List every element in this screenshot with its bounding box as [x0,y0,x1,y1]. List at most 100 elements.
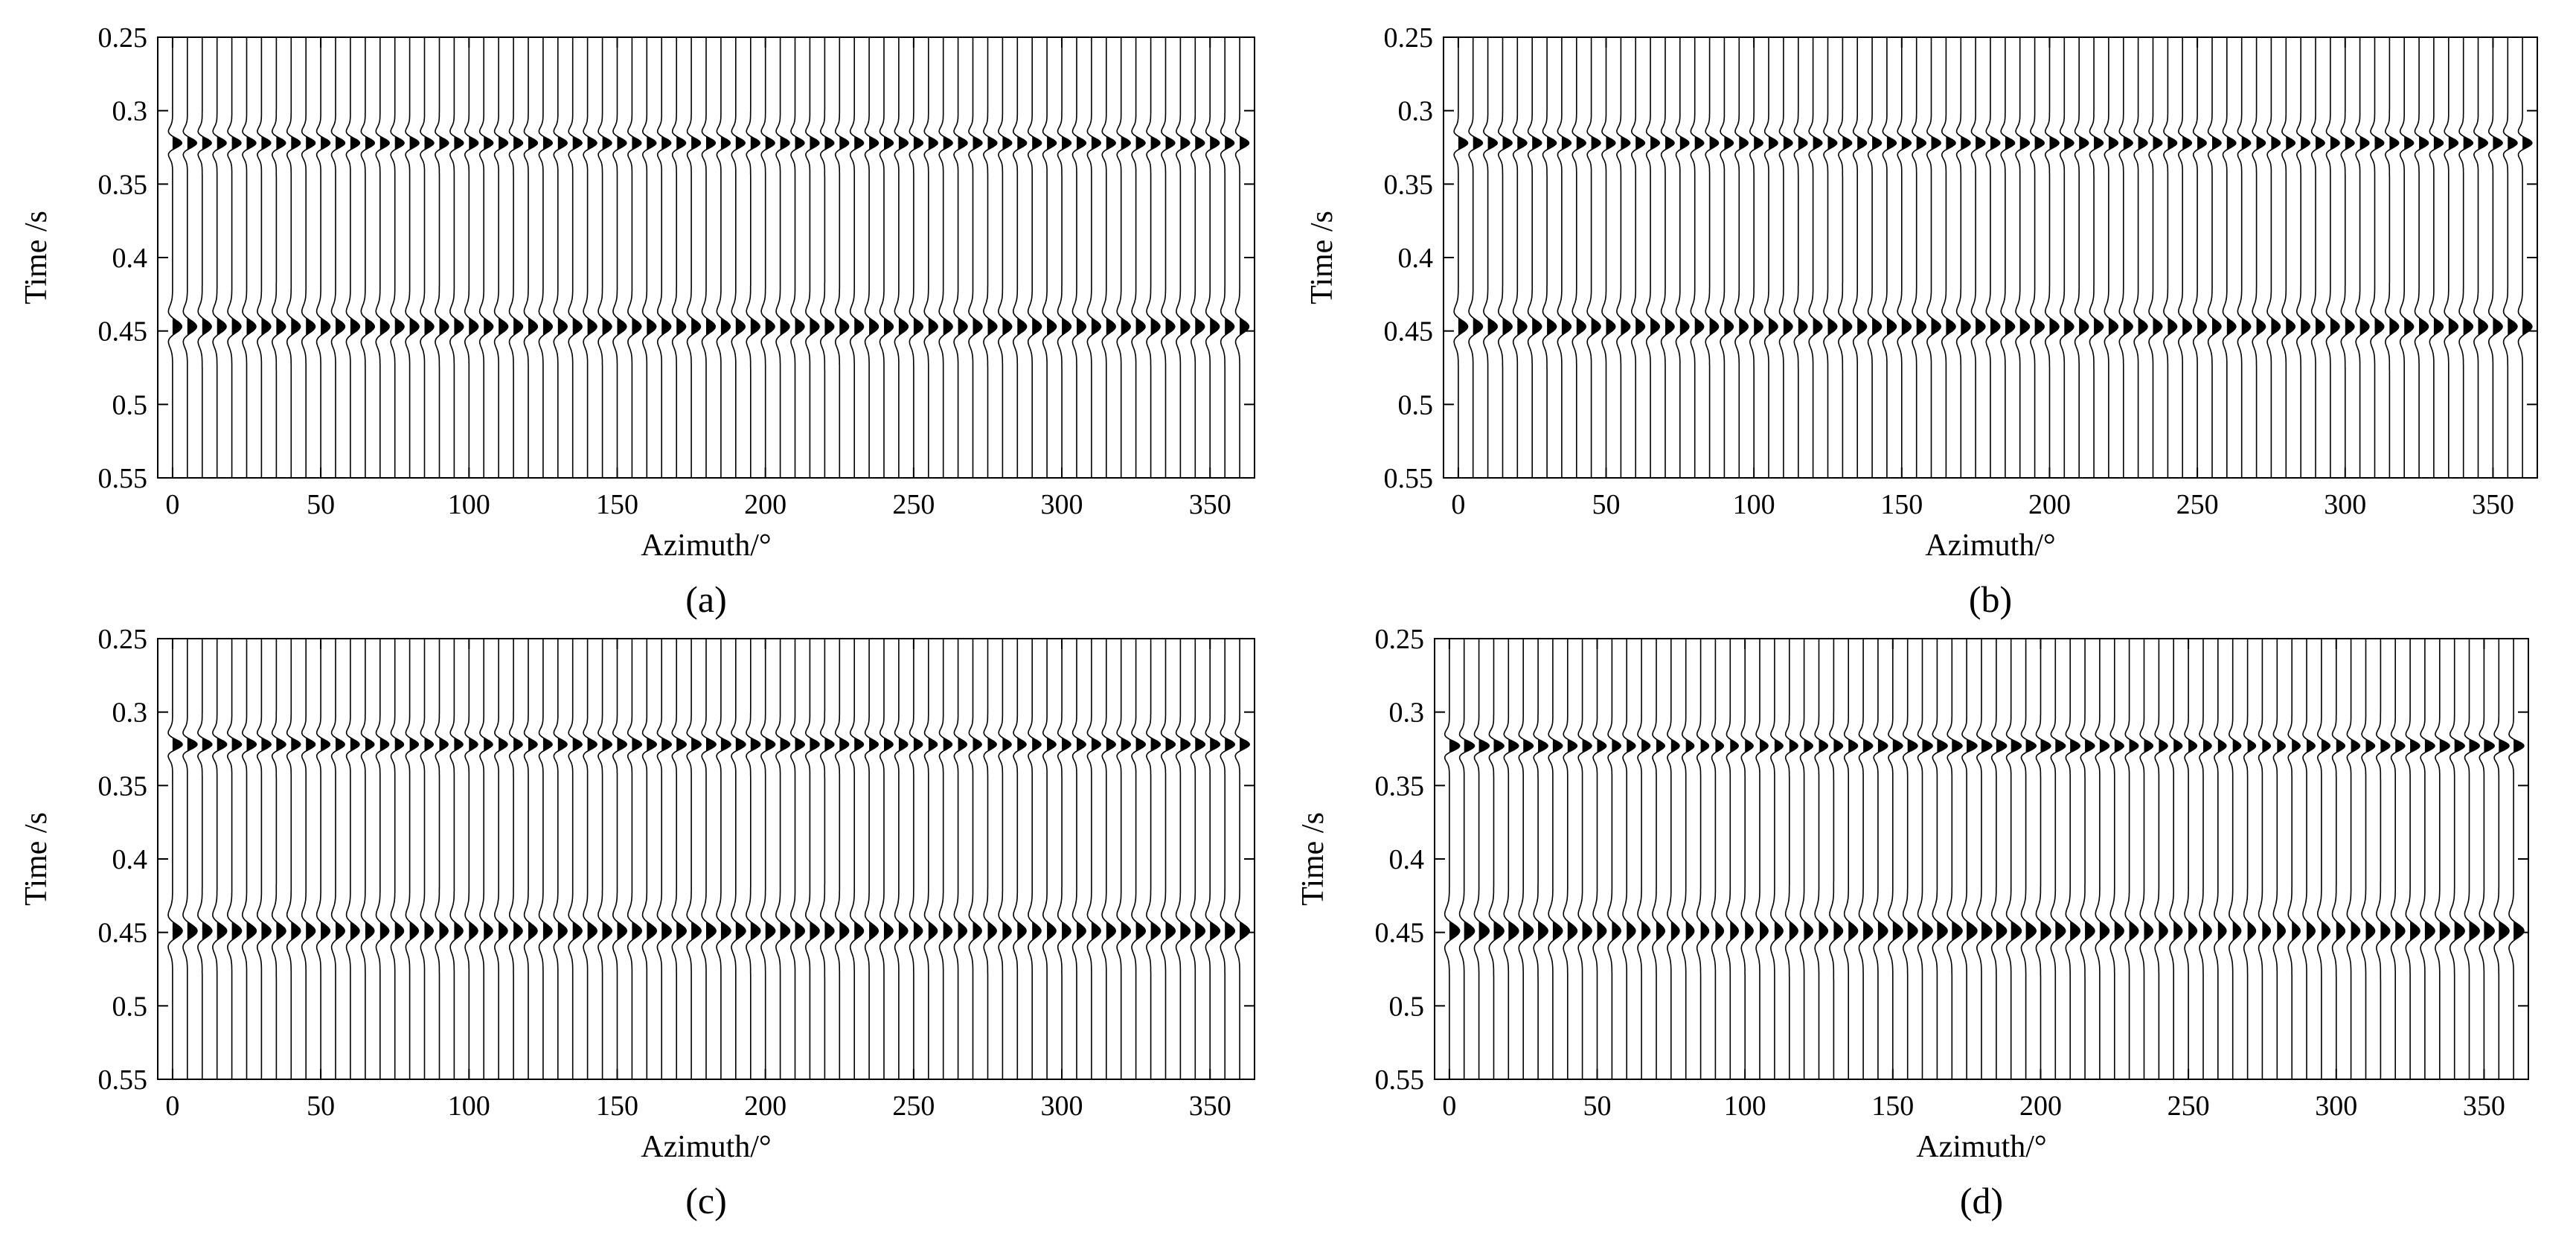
trace-fill-az-225 [839,136,849,336]
trace-fill-az-340 [1180,738,1191,941]
trace-fill-az-45 [1591,136,1601,336]
trace-fill-az-205 [780,738,790,941]
trace-line-az-0 [167,639,183,1079]
trace-fill-az-190 [735,738,746,941]
trace-fill-az-15 [1502,136,1513,336]
trace-fill-az-305 [1077,136,1086,336]
trace-line-az-90 [435,639,449,1079]
trace-fill-az-110 [499,738,507,941]
trace-fill-az-290 [2316,136,2325,336]
trace-line-az-80 [1681,639,1695,1079]
trace-line-az-30 [257,639,272,1079]
trace-fill-az-325 [2410,739,2420,942]
trace-line-az-190 [2015,37,2031,478]
trace-fill-az-215 [810,136,819,336]
trace-line-az-355 [2493,639,2510,1079]
trace-line-az-140 [1858,639,1874,1079]
y-tick-label: 0.35 [98,770,148,802]
trace-line-az-55 [1607,639,1622,1079]
trace-fill-az-315 [1106,136,1116,336]
trace-line-az-295 [1042,37,1057,478]
trace-line-az-340 [1175,639,1191,1079]
trace-fill-az-145 [602,136,612,336]
x-tick-label: 350 [2472,489,2514,520]
trace-line-az-230 [2133,37,2148,478]
trace-line-az-70 [375,37,390,478]
trace-line-az-355 [1220,639,1236,1079]
trace-fill-az-220 [2099,739,2109,942]
trace-line-az-10 [197,37,212,478]
trace-line-az-85 [420,639,435,1079]
trace-line-az-60 [1622,639,1636,1079]
trace-line-az-290 [2310,37,2325,478]
trace-line-az-10 [197,639,213,1079]
trace-line-az-10 [1473,639,1490,1079]
trace-fill-az-355 [1225,738,1235,941]
trace-fill-az-130 [557,136,568,336]
trace-fill-az-180 [706,136,716,336]
trace-fill-az-245 [898,738,908,941]
trace-line-az-110 [1778,37,1793,478]
y-tick-label: 0.3 [112,96,148,127]
trace-line-az-110 [494,639,508,1079]
trace-line-az-355 [2502,37,2518,478]
trace-fill-az-90 [1724,136,1734,336]
trace-line-az-110 [1770,639,1784,1079]
trace-fill-az-95 [1739,136,1749,336]
trace-fill-az-105 [484,136,493,336]
trace-fill-az-185 [2005,136,2015,336]
trace-fill-az-315 [1106,738,1116,941]
y-tick-label: 0.4 [112,844,148,875]
trace-line-az-325 [2414,37,2429,478]
trace-line-az-170 [1955,37,1971,478]
trace-fill-az-140 [587,738,597,941]
trace-line-az-25 [1527,37,1542,478]
trace-fill-az-20 [1508,739,1519,942]
y-tick-label: 0.5 [112,389,148,421]
trace-fill-az-125 [1819,739,1828,942]
trace-line-az-255 [923,639,938,1079]
trace-line-az-10 [1483,37,1499,478]
trace-line-az-140 [1867,37,1883,478]
trace-fill-az-200 [765,738,775,941]
trace-fill-az-45 [306,136,315,336]
trace-fill-az-80 [1685,739,1694,942]
trace-line-az-310 [1086,37,1102,478]
trace-fill-az-165 [1946,136,1955,336]
trace-line-az-305 [1071,37,1087,478]
trace-fill-az-10 [202,738,212,941]
trace-fill-az-25 [1523,739,1534,942]
trace-fill-az-220 [2108,136,2118,336]
trace-line-az-235 [2148,37,2163,478]
trace-line-az-25 [242,37,257,478]
trace-fill-az-295 [2330,136,2339,336]
trace-line-az-75 [390,37,405,478]
trace-line-az-120 [1799,639,1814,1079]
trace-line-az-105 [1763,37,1778,478]
trace-line-az-340 [2449,639,2465,1079]
trace-fill-az-265 [2241,136,2251,336]
trace-fill-az-305 [2351,739,2360,942]
trace-line-az-80 [1690,37,1705,478]
trace-fill-az-245 [2173,739,2182,942]
trace-line-az-255 [923,37,938,478]
trace-fill-az-210 [795,738,805,941]
trace-fill-az-70 [1665,136,1674,336]
trace-fill-az-40 [291,136,301,336]
trace-line-az-130 [1829,639,1844,1079]
trace-fill-az-270 [973,136,982,336]
trace-fill-az-210 [2079,136,2089,336]
trace-fill-az-260 [2226,136,2236,336]
wiggle-traces [1444,639,2525,1079]
trace-fill-az-65 [1650,136,1660,336]
trace-line-az-150 [612,639,628,1079]
trace-line-az-80 [405,639,420,1079]
trace-fill-az-250 [913,738,923,941]
trace-fill-az-105 [1769,136,1778,336]
trace-fill-az-160 [647,136,656,336]
x-tick-label: 0 [165,489,179,520]
trace-line-az-175 [1970,37,1986,478]
trace-line-az-165 [656,639,673,1079]
trace-fill-az-305 [1077,738,1086,941]
x-tick-label: 50 [1583,1090,1612,1122]
